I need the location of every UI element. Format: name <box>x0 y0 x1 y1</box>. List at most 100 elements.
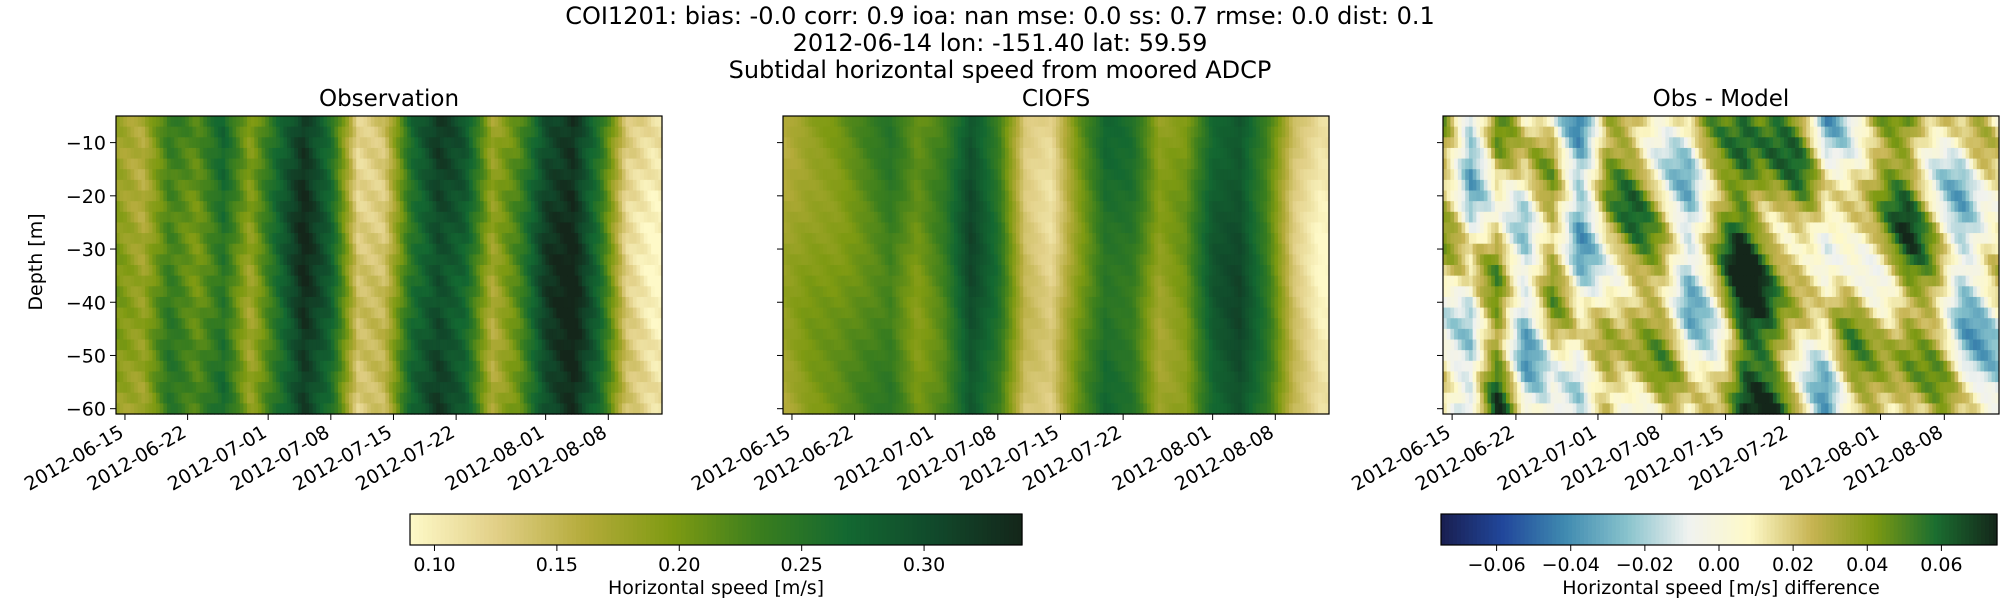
heatmap-cell <box>145 169 149 180</box>
heatmap-cell <box>629 371 633 382</box>
heatmap-cell <box>571 137 575 148</box>
heatmap-cell <box>400 371 404 382</box>
heatmap-cell <box>174 382 178 393</box>
heatmap-cell <box>655 254 659 265</box>
heatmap-cell <box>582 169 586 180</box>
heatmap-cell <box>647 137 651 148</box>
heatmap-cell <box>182 254 186 265</box>
heatmap-cell <box>498 233 502 244</box>
heatmap-cell <box>870 361 874 372</box>
heatmap-cell <box>273 169 277 180</box>
heatmap-cell <box>302 254 306 265</box>
heatmap-cell <box>258 212 262 223</box>
heatmap-cell <box>487 382 491 393</box>
heatmap-cell <box>870 222 874 233</box>
heatmap-cell <box>874 212 878 223</box>
heatmap-cell <box>131 371 135 382</box>
heatmap-cell <box>265 148 269 159</box>
heatmap-cell <box>556 201 560 212</box>
heatmap-cell <box>458 371 462 382</box>
heatmap-cell <box>265 382 269 393</box>
heatmap-cell <box>567 382 571 393</box>
heatmap-cell <box>254 191 258 202</box>
heatmap-cell <box>524 361 528 372</box>
heatmap-cell <box>298 159 302 170</box>
heatmap-cell <box>812 393 816 404</box>
heatmap-cell <box>600 393 604 404</box>
heatmap-cell <box>374 159 378 170</box>
heatmap-cell <box>436 308 440 319</box>
heatmap-cell <box>342 137 346 148</box>
heatmap-cell <box>812 286 816 297</box>
heatmap-cell <box>451 297 455 308</box>
heatmap-cell <box>222 137 226 148</box>
heatmap-cell <box>211 244 215 255</box>
heatmap-cell <box>655 329 659 340</box>
heatmap-cell <box>516 244 520 255</box>
heatmap-cell <box>790 361 794 372</box>
heatmap-cell <box>313 148 317 159</box>
heatmap-cell <box>152 403 156 414</box>
heatmap-cell <box>527 276 531 287</box>
heatmap-cell <box>189 286 193 297</box>
heatmap-cell <box>549 180 553 191</box>
heatmap-cell <box>589 340 593 351</box>
heatmap-cell <box>236 148 240 159</box>
heatmap-cell <box>794 180 798 191</box>
heatmap-cell <box>254 318 258 329</box>
heatmap-cell <box>229 244 233 255</box>
heatmap-cell <box>564 137 568 148</box>
heatmap-cell <box>556 137 560 148</box>
heatmap-cell <box>171 382 175 393</box>
heatmap-cell <box>160 318 164 329</box>
heatmap-cell <box>845 201 849 212</box>
heatmap-cell <box>852 265 856 276</box>
heatmap-cell <box>138 318 142 329</box>
heatmap-cell <box>575 201 579 212</box>
heatmap-cell <box>600 350 604 361</box>
heatmap-cell <box>495 308 499 319</box>
heatmap-cell <box>294 265 298 276</box>
heatmap-cell <box>389 127 393 138</box>
heatmap-cell <box>542 127 546 138</box>
heatmap-cell <box>232 403 236 414</box>
heatmap-cell <box>218 393 222 404</box>
heatmap-cell <box>371 244 375 255</box>
heatmap-cell <box>502 127 506 138</box>
heatmap-cell <box>247 191 251 202</box>
heatmap-cell <box>567 308 571 319</box>
heatmap-cell <box>462 222 466 233</box>
heatmap-cell <box>582 393 586 404</box>
heatmap-cell <box>425 393 429 404</box>
heatmap-cell <box>794 329 798 340</box>
heatmap-cell <box>305 350 309 361</box>
heatmap-cell <box>495 340 499 351</box>
heatmap-cell <box>647 276 651 287</box>
heatmap-cell <box>607 286 611 297</box>
heatmap-cell <box>273 297 277 308</box>
heatmap-cell <box>138 233 142 244</box>
heatmap-cell <box>200 180 204 191</box>
heatmap-cell <box>604 329 608 340</box>
heatmap-cell <box>444 403 448 414</box>
heatmap-cell <box>531 350 535 361</box>
heatmap-cell <box>878 191 882 202</box>
heatmap-cell <box>378 116 382 127</box>
heatmap-cell <box>385 201 389 212</box>
heatmap-cell <box>546 403 550 414</box>
heatmap-cell <box>440 127 444 138</box>
heatmap-cell <box>881 159 885 170</box>
heatmap-cell <box>152 169 156 180</box>
heatmap-cell <box>185 180 189 191</box>
heatmap-cell <box>838 116 842 127</box>
heatmap-cell <box>816 169 820 180</box>
heatmap-cell <box>447 265 451 276</box>
heatmap-cell <box>378 286 382 297</box>
heatmap-cell <box>600 180 604 191</box>
heatmap-cell <box>269 127 273 138</box>
heatmap-cell <box>798 361 802 372</box>
heatmap-cell <box>429 393 433 404</box>
heatmap-cell <box>816 233 820 244</box>
heatmap-cell <box>626 169 630 180</box>
heatmap-cell <box>429 286 433 297</box>
